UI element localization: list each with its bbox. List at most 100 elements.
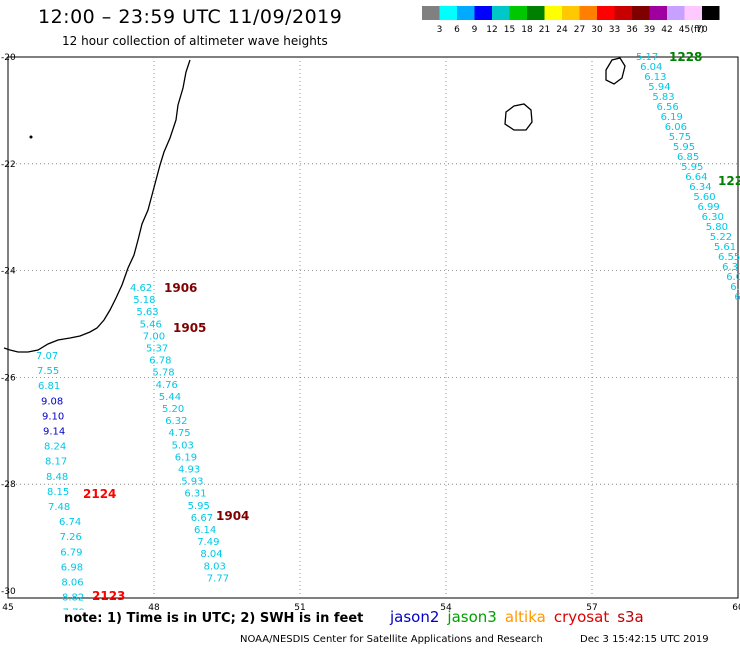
legend-swatch (649, 6, 667, 20)
legend-swatch (439, 6, 457, 20)
swh-value: 7.55 (37, 366, 59, 377)
swh-value: 8.03 (204, 561, 226, 572)
axis-labels: 45 48 51 54 57 60 -20 -22 -24 -26 -28 -30 (1, 53, 740, 610)
pass-time-labels: 2124 2123 1906 1905 1904 1228 122 (83, 50, 740, 603)
swh-value: 6.0 (726, 272, 740, 283)
swh-value: 5.93 (181, 477, 203, 488)
swh-value: 8.04 (200, 549, 222, 560)
pass-time-label: 1905 (173, 321, 206, 335)
swh-value: 6.85 (677, 152, 699, 163)
legend-label: 45 (679, 25, 690, 35)
swh-value: 6.3 (722, 262, 738, 273)
lon-tick-label: 45 (2, 603, 13, 610)
legend-swatch (632, 6, 650, 20)
legend-label: 6 (454, 25, 460, 35)
footer-note: note: 1) Time is in UTC; 2) SWH is in fe… (64, 611, 364, 626)
satellite-name-altika: altika (504, 608, 546, 626)
lon-tick-label: 57 (586, 603, 597, 610)
swh-value: 6.04 (640, 62, 662, 73)
swh-value: 6.31 (184, 489, 206, 500)
pass-time-label: 1904 (216, 509, 249, 523)
swh-value: 6.78 (149, 356, 171, 367)
swh-value: 6.14 (194, 525, 216, 536)
legend-label: 70 (696, 25, 708, 35)
swh-value: 7.26 (60, 532, 82, 543)
legend-swatch (702, 6, 720, 20)
pass-time-label: 2123 (92, 589, 125, 603)
swh-value: 6.56 (657, 102, 679, 113)
swh-value: 5.95 (673, 142, 695, 153)
lat-tick-label: -26 (1, 373, 16, 383)
swh-value: 5.95 (188, 501, 210, 512)
swh-value: 7.77 (207, 573, 229, 584)
legend-label: 21 (539, 25, 550, 35)
legend-swatch (527, 6, 545, 20)
swh-value: 5.78 (152, 368, 174, 379)
legend-label: 9 (472, 25, 478, 35)
legend-swatch (492, 6, 510, 20)
legend-label: 12 (486, 25, 497, 35)
swh-value: 9.14 (43, 427, 65, 438)
pass-time-label: 1906 (164, 281, 197, 295)
swh-value: 5.80 (706, 222, 728, 233)
swh-value: 8.82 (62, 593, 84, 604)
swh-value: 4.93 (178, 465, 200, 476)
swh-value: 6.06 (665, 122, 687, 133)
mauritius-coastline (605, 57, 626, 85)
swh-value: 9.08 (41, 396, 63, 407)
page-title: 12:00 – 23:59 UTC 11/09/2019 (38, 6, 343, 28)
wave-height-map: 45 48 51 54 57 60 -20 -22 -24 -26 -28 -30 7.07 7.55 6… (1, 50, 740, 610)
swh-value: 6.19 (175, 452, 197, 463)
swh-value: 5.83 (652, 92, 674, 103)
swh-value: 5.61 (714, 242, 736, 253)
satellite-legend: jason2 jason3 altika cryosat s3a (390, 608, 652, 626)
swh-value: 6.34 (689, 182, 711, 193)
swh-value: 8.06 (61, 578, 83, 589)
credit-text: NOAA/NESDIS Center for Satellite Applica… (240, 634, 543, 645)
legend-swatch (614, 6, 632, 20)
page-subtitle: 12 hour collection of altimeter wave hei… (62, 34, 328, 48)
lat-tick-label: -28 (1, 480, 16, 490)
swh-value: 5.60 (693, 192, 715, 203)
legend-swatch (667, 6, 685, 20)
altimeter-track-a: 7.07 7.55 6.81 9.08 9.10 9.14 8.24 8.17 8.48 8.15… (36, 351, 85, 610)
lon-tick-label: 60 (732, 603, 740, 610)
swh-value: 6.79 (60, 547, 82, 558)
swh-value: 8.24 (44, 442, 66, 453)
pass-time-label: 1228 (669, 50, 702, 64)
legend-label: 39 (644, 25, 656, 35)
swh-value: 7.48 (48, 502, 70, 513)
swh-value: 8.17 (45, 457, 67, 468)
swh-value: 4.76 (156, 380, 178, 391)
swh-value: 5.63 (136, 307, 158, 318)
swh-value: 6.99 (698, 202, 720, 213)
swh-value: 5.37 (146, 344, 168, 355)
swh-value: 5.95 (681, 162, 703, 173)
reunion-coastline (504, 103, 533, 131)
legend-swatch (457, 6, 475, 20)
legend-unit: (ft) (690, 25, 704, 35)
swh-value: 5.18 (133, 295, 155, 306)
swh-value: 8.15 (47, 487, 69, 498)
swh-value: 5.94 (648, 82, 670, 93)
swh-value: 6.30 (702, 212, 724, 223)
legend-label: 36 (626, 25, 638, 35)
swh-value: 5.75 (669, 132, 691, 143)
swh-value: 6.74 (59, 517, 81, 528)
swh-value: 6.98 (61, 562, 83, 573)
pass-time-label: 122 (718, 174, 740, 188)
legend-swatch (509, 6, 527, 20)
pass-time-label: 2124 (83, 487, 116, 501)
swh-value: 5.17 (636, 52, 658, 63)
swh-value: 4.62 (130, 283, 152, 294)
legend-swatch (597, 6, 615, 20)
lat-tick-label: -30 (1, 587, 16, 597)
legend-swatch (422, 6, 440, 20)
swh-value: 6.55 (718, 252, 740, 263)
swh-value: 5.44 (159, 392, 181, 403)
legend-swatch (544, 6, 562, 20)
altimeter-track-b: 4.625.185.635.467.00 5.376.785.784.765.44… (130, 283, 229, 584)
legend-label: 24 (556, 25, 568, 35)
swh-value: 6.13 (644, 72, 666, 83)
legend-swatch (562, 6, 580, 20)
